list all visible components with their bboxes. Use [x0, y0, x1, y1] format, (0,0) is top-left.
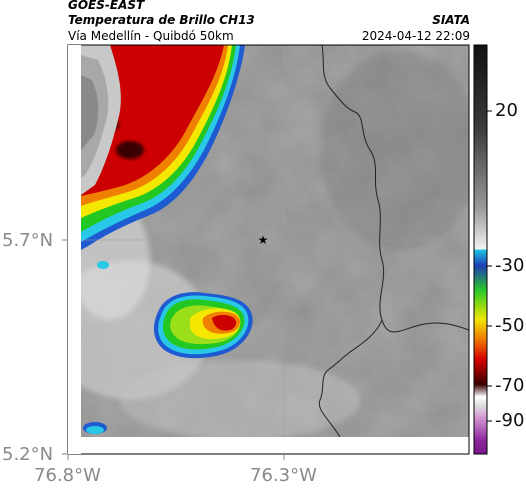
- colorbar-ticks: [487, 110, 492, 422]
- image-area: ★: [81, 45, 469, 437]
- lon-label-76-3: 76.3°W: [250, 465, 317, 486]
- colorbar-label-minus50: -50: [495, 315, 525, 336]
- cold-speck: [97, 261, 109, 269]
- convective-system-northwest: [81, 45, 245, 250]
- org-label: SIATA: [432, 13, 470, 27]
- colorbar: [473, 44, 488, 455]
- border-line-east: [321, 45, 469, 333]
- cold-speck-south-inner: [86, 426, 104, 434]
- no-data-band: [81, 437, 469, 454]
- timestamp-label: 2024-04-12 22:09: [361, 29, 470, 43]
- lat-label-5-7: 5.7°N: [2, 230, 54, 251]
- convective-cell-center: [153, 292, 253, 359]
- colorbar-label-20: 20: [495, 100, 518, 121]
- region-label: Vía Medellín - Quibdó 50km: [68, 29, 234, 43]
- colorbar-label-minus30: -30: [495, 255, 525, 276]
- colorbar-label-minus90: -90: [495, 410, 525, 431]
- colorbar-label-minus70: -70: [495, 375, 525, 396]
- lat-label-5-2: 5.2°N: [2, 444, 54, 465]
- border-line-south: [318, 319, 383, 437]
- satellite-title: GOES-EAST: [68, 0, 145, 12]
- product-title: Temperatura de Brillo CH13: [68, 13, 255, 27]
- dark-cloud-east: [320, 50, 469, 250]
- lon-label-76-8: 76.8°W: [34, 465, 101, 486]
- light-cloud-south: [120, 360, 360, 437]
- left-margin: [68, 45, 81, 454]
- reference-star-icon: ★: [258, 233, 269, 247]
